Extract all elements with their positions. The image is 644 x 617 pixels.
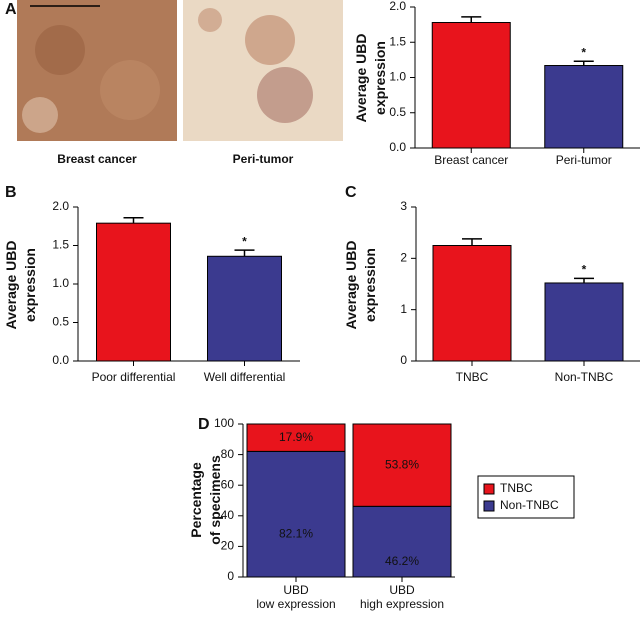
texture — [100, 60, 160, 120]
legend-swatch — [483, 483, 495, 495]
y-tick-label: 3 — [400, 199, 407, 213]
y-tick-label: 0 — [400, 353, 407, 367]
y-tick-label: 2.0 — [52, 199, 69, 213]
value-label: 46.2% — [385, 554, 419, 568]
x-tick-label: TNBC — [456, 370, 489, 384]
value-label: 82.1% — [279, 526, 313, 540]
y-tick-label: 1.5 — [389, 34, 406, 48]
panel-label: A — [5, 1, 17, 18]
legend-label: TNBC — [500, 481, 533, 495]
texture — [35, 25, 85, 75]
y-tick-label: 20 — [221, 539, 235, 553]
texture — [22, 97, 58, 133]
bar-segment — [246, 423, 346, 452]
value-label: 17.9% — [279, 430, 313, 444]
y-tick-label: 40 — [221, 508, 235, 522]
x-tick-label: UBD — [389, 583, 415, 597]
x-tick-label: Poor differential — [92, 370, 176, 384]
significance: * — [581, 45, 586, 59]
x-tick-label: Non-TNBC — [555, 370, 614, 384]
bar — [544, 282, 624, 362]
texture — [245, 15, 295, 65]
y-axis-label: expression — [362, 248, 378, 322]
bar — [544, 65, 624, 149]
bar — [432, 245, 512, 362]
y-tick-label: 0.0 — [389, 140, 406, 154]
y-tick-label: 1.5 — [52, 238, 69, 252]
y-axis-label: Average UBD — [343, 241, 359, 330]
x-tick-label: Peri-tumor — [556, 153, 612, 167]
y-axis-label: expression — [372, 41, 388, 115]
y-tick-label: 1 — [400, 302, 407, 316]
y-tick-label: 0.5 — [389, 105, 406, 119]
photo-caption: Peri-tumor — [233, 152, 294, 166]
y-axis-label: expression — [22, 248, 38, 322]
y-axis-label: Average UBD — [353, 34, 369, 123]
photo-caption: Breast cancer — [57, 152, 137, 166]
y-axis-label: Average UBD — [3, 241, 19, 330]
bar-segment — [352, 423, 452, 507]
y-tick-label: 60 — [221, 477, 235, 491]
photo-peri-tumor — [183, 0, 343, 141]
y-tick-label: 0 — [227, 569, 234, 583]
bar-segment — [352, 505, 452, 578]
x-tick-label: low expression — [256, 597, 335, 611]
y-tick-label: 0.5 — [52, 315, 69, 329]
photo-breast-cancer — [17, 0, 177, 141]
legend-swatch — [483, 500, 495, 512]
x-tick-label: high expression — [360, 597, 444, 611]
y-tick-label: 1.0 — [389, 70, 406, 84]
x-tick-label: UBD — [283, 583, 309, 597]
bar — [431, 22, 511, 149]
y-tick-label: 80 — [221, 447, 235, 461]
y-tick-label: 1.0 — [52, 276, 69, 290]
panel-label: D — [198, 416, 210, 433]
y-axis-label: of specimens — [207, 455, 223, 545]
y-tick-label: 0.0 — [52, 353, 69, 367]
significance: * — [582, 263, 587, 277]
texture — [257, 67, 313, 123]
significance: * — [242, 234, 247, 248]
bar-segment — [246, 450, 346, 578]
x-tick-label: Well differential — [204, 370, 286, 384]
y-axis-label: Percentage — [188, 462, 204, 538]
y-tick-label: 100 — [214, 416, 234, 430]
panel-label: C — [345, 184, 357, 201]
value-label: 53.8% — [385, 457, 419, 471]
y-tick-label: 2 — [400, 251, 407, 265]
panel-label: B — [5, 184, 17, 201]
bar — [207, 255, 282, 362]
y-tick-label: 2.0 — [389, 0, 406, 13]
legend-label: Non-TNBC — [500, 498, 559, 512]
bar — [96, 222, 171, 362]
texture — [198, 8, 222, 32]
x-tick-label: Breast cancer — [434, 153, 508, 167]
